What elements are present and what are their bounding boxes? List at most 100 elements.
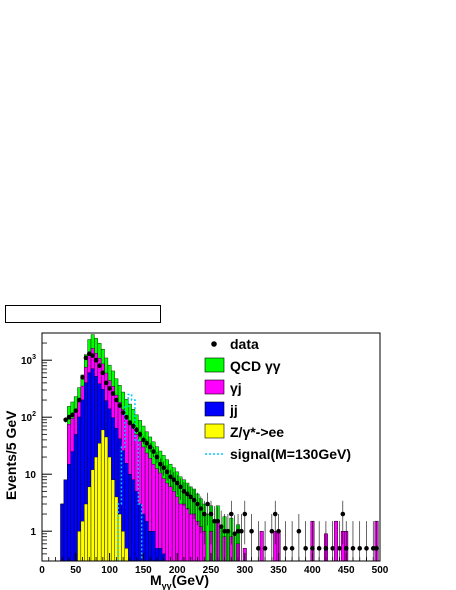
bar-jj [148,530,153,562]
x-tick-label: 100 [101,565,118,576]
data-point [154,454,160,460]
legend-label-qcd: QCD γγ [230,358,281,374]
bar-gj [334,520,338,562]
data-point [195,501,200,507]
data-point [225,528,231,534]
bar-jj [70,451,75,562]
bar-jj [158,548,163,562]
legend-swatch-zee [204,423,225,439]
data-point [100,370,106,376]
data-point [208,511,214,517]
legend-swatch-gj [204,379,225,395]
data-point [357,546,363,551]
x-tick-label: 250 [203,565,220,576]
data-point [191,497,197,503]
y-tick-label: 103 [21,354,36,367]
data-point [330,546,335,551]
bar-gj [192,513,196,562]
bar-zee [87,486,92,562]
x-tick-label: 450 [338,565,355,576]
data-point [218,524,224,529]
data-point [73,408,79,414]
bar-gj [168,486,173,562]
bar-zee [94,456,98,562]
bar-zee [100,429,105,562]
data-point [343,546,349,551]
data-point [256,546,261,551]
bar-jj [73,434,78,562]
data-point [205,501,210,507]
data-point [374,546,379,551]
data-points [63,351,379,561]
bar-jj [60,503,65,562]
bar-gj [171,491,176,562]
data-point [228,511,234,517]
legend-swatch-qcd [204,357,225,373]
bar-zee [111,479,115,562]
legend-label-jj: jj [229,402,238,418]
bar-jj [144,520,149,562]
bar-zee [107,456,112,562]
legend-label-zee: Z/γ*->ee [230,424,284,440]
data-point [107,386,112,391]
data-point [93,357,99,363]
data-point [90,353,95,358]
legend: data QCD γγ γj jj Z/γ*->ee signal(M=130GeV) [204,336,351,462]
bar-zee [90,469,95,562]
legend-marker-data [211,341,217,347]
data-point [83,355,89,361]
legend-label-data: data [230,336,259,352]
data-point [185,491,190,497]
legend-label-gj: γj [230,380,242,396]
bar-zee [77,530,82,562]
data-point [151,449,156,454]
data-point [239,528,244,534]
data-point [181,489,187,494]
data-point [296,528,302,534]
data-point [147,444,153,450]
bar-gj [165,482,169,562]
data-point [110,391,116,396]
data-point [198,506,204,511]
bar-jj [151,530,156,562]
bar-gj [188,513,193,562]
signal-curve [117,393,143,561]
data-point [222,528,227,534]
data-point [124,414,129,420]
x-tick-label: 400 [304,565,321,576]
bar-zee [121,530,126,562]
data-point [127,420,133,426]
data-point [171,477,177,483]
data-point [212,518,217,524]
bar-gj [175,496,180,562]
data-point [303,546,308,551]
data-point [120,410,126,415]
bar-gj [259,530,264,562]
x-tick-label: 150 [135,565,152,576]
legend-swatch-jj [204,401,225,417]
bar-zee [80,520,85,562]
signal-line [117,393,143,561]
bar-gj [161,478,166,562]
bar-jj [124,463,129,562]
x-tick-label: 200 [169,565,186,576]
data-point [276,528,281,534]
data-point [178,484,183,490]
bar-gj [178,503,183,562]
x-axis-label: Mγγ(GeV) [150,572,209,590]
data-point [144,440,150,446]
y-tick-label: 102 [21,411,36,424]
data-point [350,546,356,551]
data-point [158,461,163,467]
y-tick-label: 1 [30,527,36,538]
bar-jj [67,463,71,562]
bar-jj [127,473,132,562]
data-point [174,480,180,486]
bar-jj [63,479,68,562]
bar-gj [158,472,163,562]
data-point [289,546,295,551]
x-tick-label: 300 [236,565,253,576]
data-point [130,423,136,429]
data-point [161,465,166,471]
